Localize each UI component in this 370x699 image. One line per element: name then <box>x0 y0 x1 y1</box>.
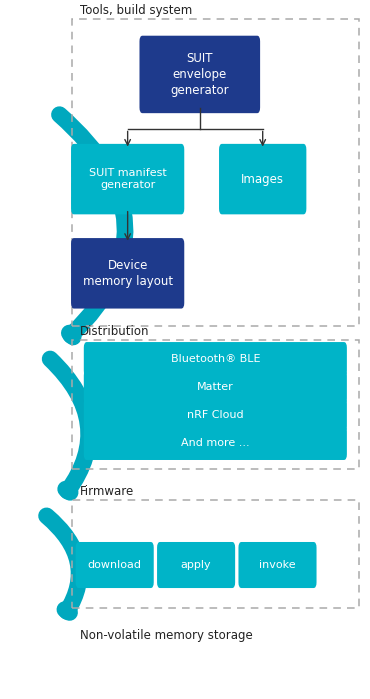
Text: Images: Images <box>241 173 284 186</box>
FancyBboxPatch shape <box>71 238 184 308</box>
Bar <box>72 500 359 608</box>
Bar <box>72 340 359 469</box>
FancyBboxPatch shape <box>84 342 347 376</box>
Text: Device
memory layout: Device memory layout <box>83 259 173 288</box>
FancyBboxPatch shape <box>219 144 306 215</box>
Text: Distribution: Distribution <box>80 324 149 338</box>
FancyBboxPatch shape <box>238 542 316 588</box>
FancyBboxPatch shape <box>75 542 154 588</box>
Text: apply: apply <box>181 560 211 570</box>
Text: Tools, build system: Tools, build system <box>80 3 192 17</box>
Text: SUIT manifest
generator: SUIT manifest generator <box>89 168 166 190</box>
FancyBboxPatch shape <box>84 426 347 460</box>
FancyBboxPatch shape <box>139 36 260 113</box>
Text: Non-volatile memory storage: Non-volatile memory storage <box>80 629 252 642</box>
FancyBboxPatch shape <box>157 542 235 588</box>
Text: Matter: Matter <box>197 382 234 392</box>
FancyBboxPatch shape <box>84 398 347 432</box>
Text: SUIT
envelope
generator: SUIT envelope generator <box>171 52 229 97</box>
FancyBboxPatch shape <box>84 370 347 404</box>
Text: Firmware: Firmware <box>80 485 134 498</box>
FancyBboxPatch shape <box>71 144 184 215</box>
Text: download: download <box>88 560 142 570</box>
Text: invoke: invoke <box>259 560 296 570</box>
Text: And more ...: And more ... <box>181 438 250 448</box>
Text: Bluetooth® BLE: Bluetooth® BLE <box>171 354 260 364</box>
Text: nRF Cloud: nRF Cloud <box>187 410 244 420</box>
Bar <box>72 19 359 326</box>
